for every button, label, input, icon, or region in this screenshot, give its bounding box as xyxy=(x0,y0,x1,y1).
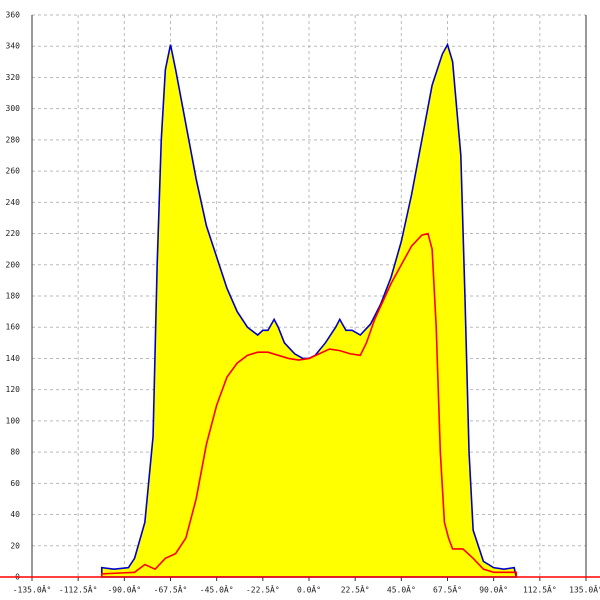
y-tick-label: 300 xyxy=(6,104,21,113)
y-tick-label: 340 xyxy=(6,42,21,51)
y-tick-label: 140 xyxy=(6,354,21,363)
y-tick-label: 80 xyxy=(10,448,20,457)
x-tick-label: 0.0Â° xyxy=(297,584,321,595)
y-tick-label: 320 xyxy=(6,73,21,82)
x-tick-label: 90.0Â° xyxy=(479,584,508,595)
y-tick-label: 40 xyxy=(10,510,20,519)
x-tick-label: -135.0Â° xyxy=(13,584,52,595)
y-tick-label: 220 xyxy=(6,229,21,238)
y-tick-label: 280 xyxy=(6,135,21,144)
x-tick-label: 112.5Â° xyxy=(523,584,557,595)
x-tick-label: -22.5Â° xyxy=(246,584,280,595)
y-tick-label: 160 xyxy=(6,323,21,332)
y-tick-label: 240 xyxy=(6,198,21,207)
y-tick-label: 100 xyxy=(6,416,21,425)
x-tick-label: 67.5Â° xyxy=(433,584,462,595)
y-tick-label: 180 xyxy=(6,292,21,301)
y-tick-label: 360 xyxy=(6,11,21,20)
y-tick-label: 200 xyxy=(6,260,21,269)
x-tick-label: -112.5Â° xyxy=(59,584,98,595)
y-tick-label: 120 xyxy=(6,385,21,394)
x-tick-label: 22.5Â° xyxy=(341,584,370,595)
y-tick-label: 260 xyxy=(6,167,21,176)
y-tick-label: 20 xyxy=(10,541,20,550)
x-tick-label: 135.0Â° xyxy=(569,584,600,595)
x-tick-label: -67.5Â° xyxy=(154,584,188,595)
x-tick-label: -45.0Â° xyxy=(200,584,234,595)
y-tick-label: 60 xyxy=(10,479,20,488)
x-tick-label: 45.0Â° xyxy=(387,584,416,595)
x-tick-label: -90.0Â° xyxy=(107,584,141,595)
line xyxy=(100,232,518,577)
